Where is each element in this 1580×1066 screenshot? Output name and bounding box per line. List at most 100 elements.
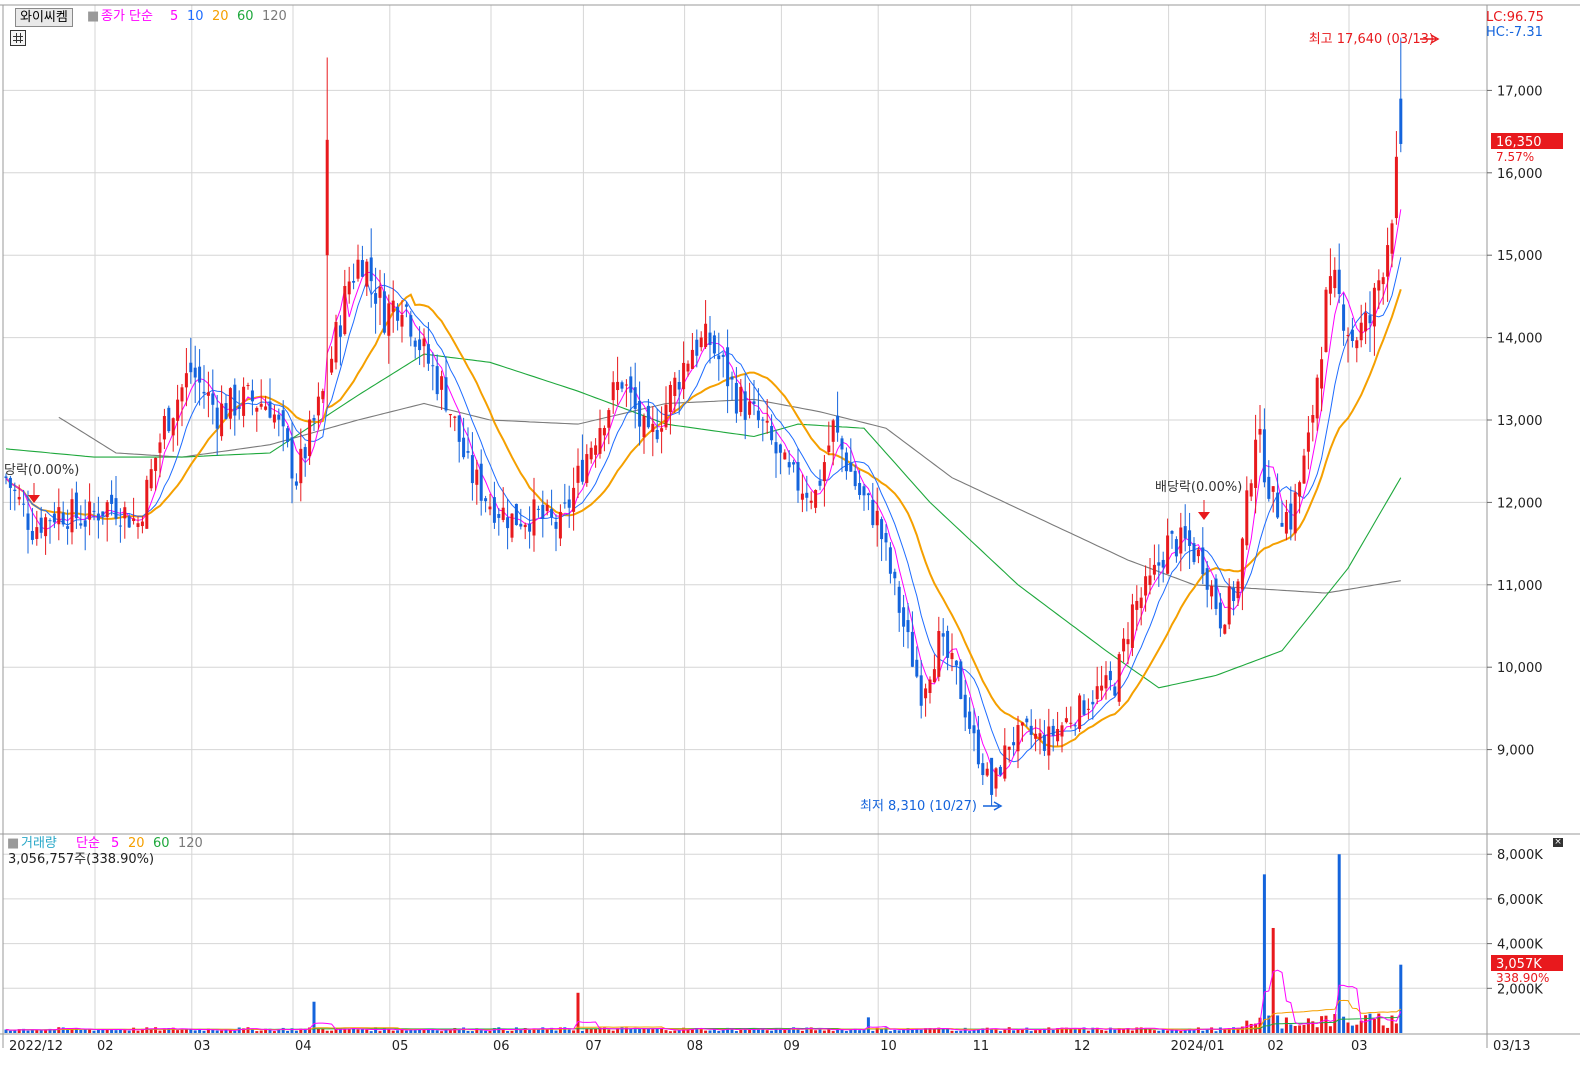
candle-body: [206, 392, 210, 396]
legend-ma120[interactable]: 120: [262, 9, 287, 24]
volume-bar: [1007, 1027, 1011, 1033]
volume-bar: [704, 1030, 708, 1033]
candle-body: [189, 362, 193, 373]
volume-bar: [479, 1030, 483, 1033]
candle-body: [136, 523, 140, 527]
volume-bar: [264, 1028, 268, 1033]
candle-body: [919, 675, 923, 706]
candle-body: [426, 344, 430, 364]
ma120-line: [58, 398, 1401, 594]
volume-bar: [827, 1028, 831, 1033]
candle-body: [990, 757, 994, 795]
volume-bar: [853, 1028, 857, 1033]
volume-bar: [787, 1028, 791, 1033]
volume-tick-label: 2,000K: [1497, 982, 1543, 997]
volume-bar: [316, 1028, 320, 1033]
candle-body: [589, 447, 593, 460]
candle-body: [387, 303, 391, 336]
candle-body: [110, 494, 114, 504]
price-tick-label: 11,000: [1497, 579, 1543, 594]
candle-body: [963, 694, 967, 718]
month-tick-label: 05: [392, 1039, 409, 1054]
volume-bar: [1122, 1029, 1126, 1033]
volume-bar: [893, 1029, 897, 1033]
volume-bar: [158, 1030, 162, 1033]
volume-bar: [968, 1031, 972, 1033]
legend-ma20[interactable]: 20: [212, 9, 229, 24]
candle-body: [580, 459, 584, 482]
volume-info: 3,056,757주(338.90%): [8, 852, 155, 867]
candle-body: [1249, 483, 1253, 497]
candle-body: [695, 339, 699, 356]
candle-body: [620, 382, 624, 389]
volume-legend-label[interactable]: 거래량: [21, 836, 57, 851]
volume-bar: [440, 1031, 444, 1033]
candle-body: [171, 418, 175, 436]
volume-bar: [1377, 1013, 1381, 1033]
candle-body: [906, 620, 910, 633]
candle-body: [17, 496, 21, 500]
candle-body: [1086, 708, 1090, 710]
candle-body: [752, 401, 756, 404]
volume-bar: [1346, 1022, 1350, 1033]
candle-body: [1016, 725, 1020, 752]
volume-bar: [435, 1030, 439, 1033]
price-tick-label: 12,000: [1497, 496, 1543, 511]
candle-body: [457, 415, 461, 442]
volume-legend-ma20[interactable]: 20: [128, 836, 145, 851]
volume-bar: [352, 1028, 356, 1033]
candle-body: [1012, 742, 1016, 746]
volume-bar: [607, 1029, 611, 1033]
candle-body: [541, 504, 545, 519]
volume-bar: [950, 1030, 954, 1033]
candle-body: [1306, 432, 1310, 452]
close-icon[interactable]: ×: [1553, 837, 1563, 847]
volume-bar: [13, 1030, 17, 1033]
volume-legend-ma5[interactable]: 5: [111, 836, 120, 851]
volume-bar: [1130, 1030, 1134, 1033]
volume-bar: [396, 1030, 400, 1033]
candle-body: [391, 300, 395, 312]
candle-body: [1333, 269, 1337, 289]
volume-bar: [585, 1028, 589, 1033]
volume-bar: [176, 1030, 180, 1033]
month-tick-label: 11: [973, 1039, 990, 1054]
price-legend-label[interactable]: 종가 단순: [101, 9, 153, 24]
candle-body: [1152, 564, 1156, 575]
candle-body: [145, 479, 149, 529]
candle-body: [1337, 269, 1341, 295]
volume-bar: [1302, 1024, 1306, 1033]
stock-name-button[interactable]: 와이씨켐: [15, 8, 73, 27]
volume-bar: [765, 1030, 769, 1033]
volume-bar: [1232, 1027, 1236, 1033]
volume-bar: [1289, 1024, 1293, 1033]
volume-bar: [994, 1028, 998, 1033]
candle-body: [651, 423, 655, 432]
candle-body: [708, 332, 712, 345]
volume-bar: [1223, 1028, 1227, 1033]
volume-bar: [1091, 1027, 1095, 1033]
candle-body: [233, 384, 237, 416]
dividend-marker-icon: [1198, 512, 1210, 520]
legend-ma5[interactable]: 5: [170, 9, 179, 24]
legend-ma10[interactable]: 10: [187, 9, 204, 24]
volume-bar: [1218, 1027, 1222, 1033]
volume-bar: [1293, 1025, 1297, 1033]
candle-body: [941, 633, 945, 637]
volume-legend-method[interactable]: 단순: [76, 836, 100, 851]
volume-bar: [378, 1031, 382, 1033]
volume-bar: [4, 1029, 8, 1033]
volume-bar: [1020, 1029, 1024, 1033]
volume-bar: [651, 1029, 655, 1033]
legend-ma60[interactable]: 60: [237, 9, 254, 24]
candle-body: [968, 711, 972, 729]
volume-legend-ma60[interactable]: 60: [153, 836, 170, 851]
volume-bar: [726, 1027, 730, 1033]
candle-body: [871, 499, 875, 526]
candle-body: [1192, 543, 1196, 563]
volume-bar: [580, 1030, 584, 1033]
grid-icon[interactable]: [10, 30, 26, 46]
volume-legend-ma120[interactable]: 120: [178, 836, 203, 851]
volume-bar: [589, 1028, 593, 1033]
